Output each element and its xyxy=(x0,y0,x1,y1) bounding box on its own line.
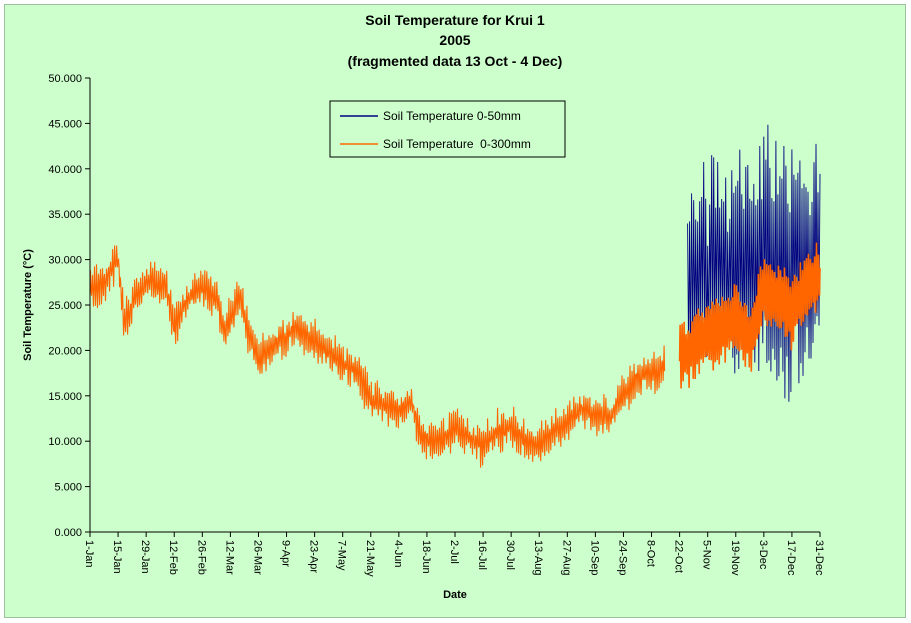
y-tick-label: 5.000 xyxy=(54,482,82,494)
x-tick-label: 21-May xyxy=(364,540,376,577)
x-tick-label: 31-Dec xyxy=(813,540,825,576)
y-tick-label: 45.000 xyxy=(48,118,82,130)
chart-title: Soil Temperature for Krui 1 2005 (fragme… xyxy=(348,12,563,69)
x-tick-label: 15-Jan xyxy=(111,540,123,574)
x-tick-label: 13-Aug xyxy=(532,540,544,575)
x-axis-title: Date xyxy=(443,589,467,601)
y-axis: 0.000 5.000 10.000 15.000 20.000 25.000 30.000… xyxy=(48,73,91,539)
x-axis: 1-Jan 15-Jan 29-Jan 12-Feb 26-Feb 12-Mar 26-Ma… xyxy=(83,531,825,577)
x-tick-label: 17-Dec xyxy=(785,540,797,576)
x-tick-label: 3-Dec xyxy=(757,540,769,570)
y-axis-title: Soil Temperature (°C) xyxy=(22,249,34,361)
series-soil-temperature-0-50mm xyxy=(687,124,821,402)
x-tick-label: 9-Apr xyxy=(280,540,292,567)
chart-title-line-2: 2005 xyxy=(439,32,470,48)
x-tick-label: 16-Jul xyxy=(476,540,488,570)
y-tick-label: 35.000 xyxy=(48,209,82,221)
x-tick-label: 24-Sep xyxy=(616,540,628,575)
y-tick-label: 20.000 xyxy=(48,345,82,357)
x-tick-label: 12-Feb xyxy=(167,540,179,575)
series-0-300mm-overlay xyxy=(678,242,821,389)
series-line-0-300mm-late xyxy=(678,242,821,389)
x-tick-label: 19-Nov xyxy=(729,540,741,576)
x-tick-label: 2-Jul xyxy=(448,540,460,564)
y-tick-label: 40.000 xyxy=(48,164,82,176)
y-tick-label: 30.000 xyxy=(48,255,82,267)
y-tick-label: 25.000 xyxy=(48,300,82,312)
x-tick-label: 10-Sep xyxy=(588,540,600,575)
x-tick-label: 26-Feb xyxy=(195,540,207,575)
x-tick-label: 30-Jul xyxy=(504,540,516,570)
legend-label-0-50mm: Soil Temperature 0-50mm xyxy=(383,109,521,123)
x-tick-label: 29-Jan xyxy=(139,540,151,574)
x-tick-label: 22-Oct xyxy=(673,540,685,573)
chart-title-line-1: Soil Temperature for Krui 1 xyxy=(365,12,545,28)
y-tick-label: 50.000 xyxy=(48,73,82,85)
legend: Soil Temperature 0-50mm Soil Temperature… xyxy=(329,100,566,158)
x-tick-label: 8-Oct xyxy=(645,540,657,567)
y-tick-label: 10.000 xyxy=(48,436,82,448)
series-line-0-300mm xyxy=(89,245,666,468)
x-tick-label: 26-Mar xyxy=(251,540,263,575)
x-tick-label: 23-Apr xyxy=(308,540,320,573)
legend-label-0-300mm: Soil Temperature 0-300mm xyxy=(383,137,531,151)
series-line-0-50mm xyxy=(687,124,821,402)
y-tick-label: 15.000 xyxy=(48,391,82,403)
y-tick-label: 0.000 xyxy=(54,527,82,539)
x-tick-label: 18-Jun xyxy=(420,540,432,574)
x-tick-label: 1-Jan xyxy=(83,540,95,568)
chart-title-line-3: (fragmented data 13 Oct - 4 Dec) xyxy=(348,53,563,69)
x-tick-label: 5-Nov xyxy=(701,540,713,570)
x-tick-label: 12-Mar xyxy=(223,540,235,575)
legend-box xyxy=(329,100,566,158)
x-tick-label: 4-Jun xyxy=(392,540,404,568)
x-tick-label: 7-May xyxy=(336,540,348,571)
x-tick-label: 27-Aug xyxy=(560,540,572,575)
